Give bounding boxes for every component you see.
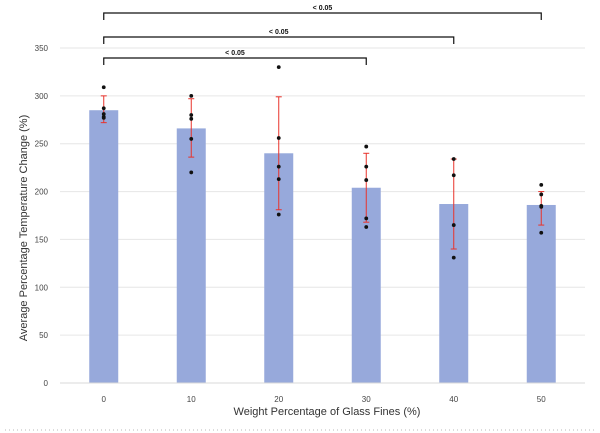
data-point — [101, 115, 106, 120]
x-tick-label: 30 — [362, 395, 371, 404]
data-point — [364, 144, 369, 149]
data-point — [101, 85, 106, 90]
bar — [89, 110, 119, 383]
gridlines — [60, 47, 585, 336]
data-point — [539, 192, 544, 197]
x-tick-label: 40 — [449, 395, 458, 404]
x-tick-label: 50 — [537, 395, 546, 404]
significance-bracket — [103, 12, 542, 20]
data-point — [539, 230, 544, 235]
data-point — [539, 204, 544, 209]
x-tick-label: 20 — [274, 395, 283, 404]
y-tick-label: 200 — [35, 188, 49, 197]
y-tick-label: 150 — [35, 235, 49, 244]
data-point — [189, 170, 194, 175]
data-point — [364, 225, 369, 229]
data-point — [451, 223, 456, 227]
data-point — [364, 216, 369, 221]
data-points — [101, 65, 544, 260]
y-tick-label: 100 — [35, 283, 49, 292]
x-tick-label: 0 — [102, 395, 107, 404]
bars — [89, 110, 556, 383]
data-point — [276, 65, 281, 70]
x-tick-label: 10 — [187, 395, 196, 404]
data-point — [101, 106, 106, 111]
significance-bracket — [103, 36, 455, 44]
y-tick-label: 350 — [35, 44, 49, 53]
significance-label: < 0.05 — [313, 5, 333, 12]
x-axis-ticks: 0 10 20 30 40 50 — [102, 395, 547, 404]
data-point — [276, 136, 281, 140]
bar — [526, 204, 556, 383]
data-point — [189, 137, 194, 141]
y-tick-label: 300 — [35, 92, 49, 101]
data-point — [276, 164, 281, 169]
bar — [176, 128, 206, 383]
significance-brackets: < 0.05 < 0.05 < 0.05 — [103, 5, 542, 65]
error-bars — [100, 95, 545, 250]
significance-bracket — [103, 57, 367, 65]
y-axis-title: Average Percentage Temperature Change (%… — [18, 115, 30, 341]
data-point — [451, 173, 456, 178]
data-point — [189, 113, 194, 117]
data-point — [276, 212, 281, 217]
x-axis-title: Weight Percentage of Glass Fines (%) — [234, 406, 421, 418]
data-point — [101, 112, 106, 116]
data-point — [451, 157, 456, 161]
data-point — [451, 255, 456, 260]
data-point — [189, 116, 194, 121]
data-point — [364, 164, 369, 169]
y-tick-label: 0 — [44, 379, 49, 388]
y-axis-ticks: 0 50 100 150 200 250 300 350 — [35, 44, 49, 388]
y-tick-label: 50 — [39, 331, 48, 340]
data-point — [276, 177, 281, 182]
significance-label: < 0.05 — [269, 29, 289, 36]
data-point — [189, 93, 194, 98]
data-point — [364, 178, 369, 182]
y-tick-label: 250 — [35, 140, 49, 149]
significance-label: < 0.05 — [225, 50, 245, 57]
data-point — [539, 182, 544, 187]
